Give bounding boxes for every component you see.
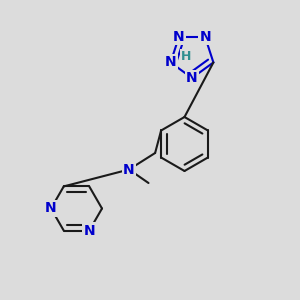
Text: N: N	[200, 30, 211, 44]
Text: N: N	[186, 71, 198, 85]
Text: N: N	[83, 224, 95, 238]
Text: N: N	[123, 163, 135, 176]
Text: H: H	[181, 50, 191, 63]
Text: N: N	[173, 30, 184, 44]
Text: N: N	[165, 56, 176, 70]
Text: N: N	[45, 202, 57, 215]
